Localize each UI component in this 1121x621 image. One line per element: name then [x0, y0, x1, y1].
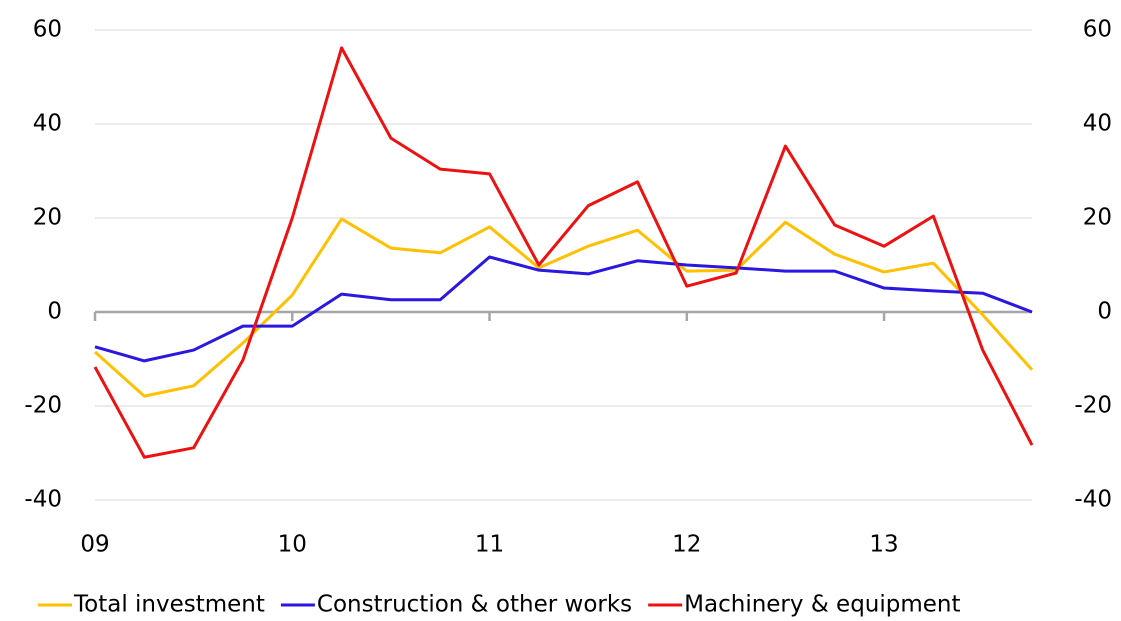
y-tick-label: -20: [24, 393, 62, 419]
y2-tick-label: -20: [1074, 393, 1112, 419]
legend-label: Total investment: [73, 592, 265, 618]
legend-label: Machinery & equipment: [684, 592, 960, 618]
x-tick-label: 12: [672, 532, 701, 558]
series-line: [93, 46, 1034, 459]
y2-tick-label: 0: [1097, 299, 1112, 325]
y-tick-label: 40: [33, 111, 62, 137]
legend: Total investment Construction & other wor…: [38, 592, 961, 618]
y-tick-label: 20: [33, 205, 62, 231]
y-tick-label: -40: [24, 487, 62, 513]
y2-tick-label: -40: [1074, 487, 1112, 513]
legend-label: Construction & other works: [317, 592, 632, 618]
y-tick-label: 60: [33, 17, 62, 43]
y-tick-label: 0: [47, 299, 62, 325]
y2-tick-label: 60: [1083, 17, 1112, 43]
series-line: [94, 255, 1033, 363]
x-tick-label: 13: [869, 532, 898, 558]
y2-tick-label: 20: [1083, 205, 1112, 231]
x-tick-label: 11: [475, 532, 504, 558]
x-tick-label: 10: [278, 532, 307, 558]
y2-tick-label: 40: [1083, 111, 1112, 137]
series-line: [93, 217, 1034, 398]
x-tick-label: 09: [80, 532, 109, 558]
